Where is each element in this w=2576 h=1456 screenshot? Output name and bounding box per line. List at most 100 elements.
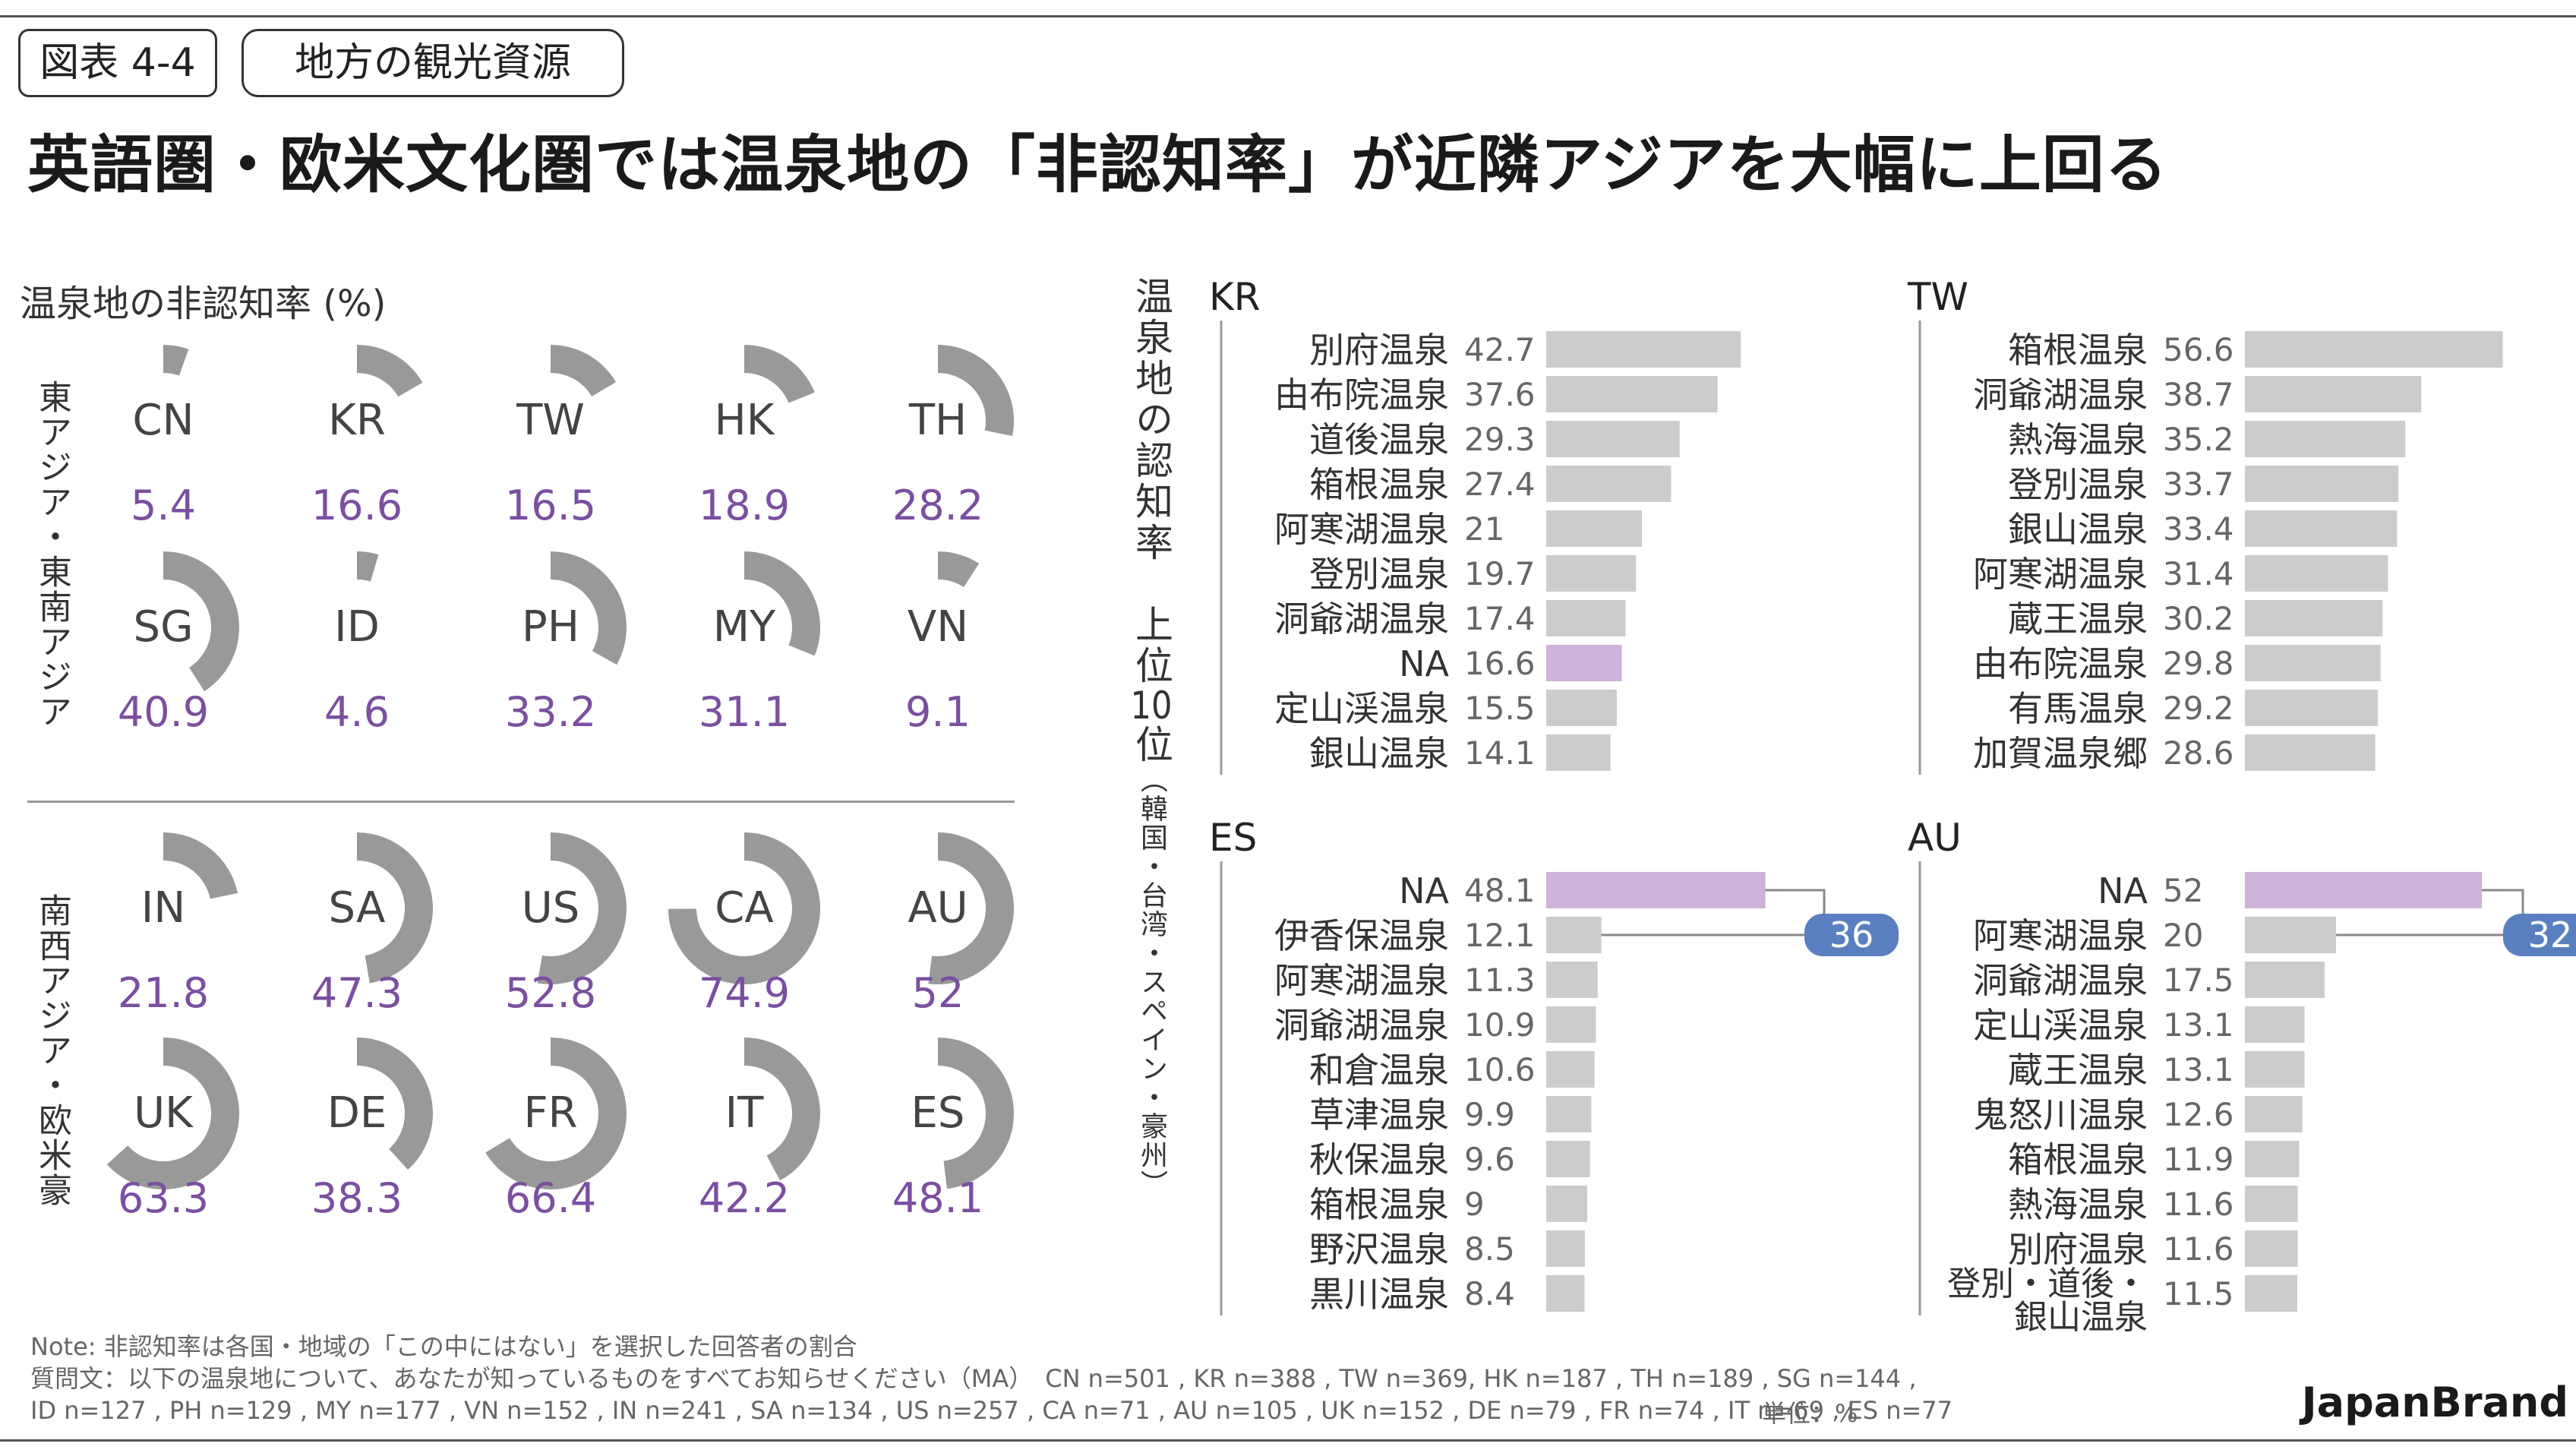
donut-chart-grid: CN 5.4 KR 16.6 TW 16.5 HK 18.9 TH 28.2 SG 40.9 ID 4.6… <box>106 345 1015 1222</box>
donut-it: IT 42.2 <box>699 1038 820 1222</box>
bar-category-label: 秋保温泉 <box>1309 1139 1449 1180</box>
bar-value-label: 11.3 <box>1464 962 1536 999</box>
donut-value-it: 42.2 <box>699 1174 790 1222</box>
bar-chart-title-es: ES <box>1209 816 1257 860</box>
bar <box>1546 1230 1585 1267</box>
bar <box>1546 1275 1585 1312</box>
callout-bracket <box>2482 889 2524 914</box>
bar <box>1546 510 1642 547</box>
donut-value-my: 31.1 <box>699 688 790 736</box>
bar <box>1546 917 1602 953</box>
bar-category-label: 箱根温泉 <box>2008 330 2148 371</box>
donut-value-ca: 74.9 <box>699 969 790 1017</box>
bar-value-label: 8.4 <box>1464 1275 1515 1312</box>
bar <box>2245 510 2398 547</box>
bar <box>2245 962 2325 998</box>
bar-chart-es: ES NA 48.1 伊香保温泉 12.1 阿寒湖温泉 11.3 洞爺湖温泉 10.9 和倉温泉 1… <box>1209 816 1899 1315</box>
bar-value-label: 19.7 <box>1464 555 1536 592</box>
bar-value-label: 8.5 <box>1464 1230 1515 1268</box>
bar <box>2245 1275 2297 1312</box>
bar-category-label: 洞爺湖温泉 <box>1274 599 1449 640</box>
donut-label-it: IT <box>725 1088 765 1138</box>
donut-arc-ph <box>551 551 627 665</box>
bar <box>2245 1006 2305 1043</box>
bar-category-label: 道後温泉 <box>1309 419 1449 460</box>
bar-value-label: 17.4 <box>1464 600 1536 637</box>
bar-charts-title-text: 温泉地の認知率 上位 <box>1129 276 1173 687</box>
bar-category-label: 鬼怒川温泉 <box>1973 1094 2148 1135</box>
bar-category-label: 加賀温泉郷 <box>1973 733 2148 774</box>
bar <box>1546 1051 1595 1088</box>
donut-value-vn: 9.1 <box>905 688 971 736</box>
bar-charts-regions-note: （韓国・台湾・スペイン・豪州） <box>1136 766 1167 1199</box>
bar-chart-au: AU NA 52 阿寒湖温泉 20 洞爺湖温泉 17.5 定山渓温泉 13.1 蔵王温泉 13.1 鬼… <box>1908 816 2576 1337</box>
bar-category-label: NA <box>2098 870 2148 911</box>
bar-value-label: 11.6 <box>2163 1230 2234 1268</box>
page-title: 英語圏・欧米文化圏では温泉地の「非認知率」が近隣アジアを大幅に上回る <box>27 129 2168 201</box>
bar <box>2245 734 2376 771</box>
donut-chart-subtitle: 温泉地の非認知率 (%) <box>20 283 387 325</box>
bar-charts-panel: KR 別府温泉 42.7 由布院温泉 37.6 道後温泉 29.3 箱根温泉 27.4 阿寒湖温泉… <box>1209 275 2576 1337</box>
donut-arc-kr <box>357 345 423 397</box>
bar <box>2245 917 2336 953</box>
donut-de: DE 38.3 <box>311 1038 433 1222</box>
donut-value-es: 48.1 <box>892 1174 983 1222</box>
top-rule <box>0 15 2576 17</box>
donut-label-uk: UK <box>134 1088 194 1138</box>
bar-category-label: 箱根温泉 <box>2008 1139 2148 1180</box>
footer-samples: ID n=127 , PH n=129 , MY n=177 , VN n=15… <box>30 1396 1953 1425</box>
bar-category-label: 登別温泉 <box>2008 464 2148 505</box>
bar-highlight-na <box>2245 872 2482 908</box>
bar <box>2245 1096 2303 1132</box>
donut-label-us: US <box>522 883 580 933</box>
bar-value-label: 48.1 <box>1464 872 1536 909</box>
bar <box>2245 1230 2298 1267</box>
bar-value-label: 16.6 <box>1464 645 1536 682</box>
bar-category-label: 伊香保温泉 <box>1274 915 1449 956</box>
bar <box>2245 1186 2298 1222</box>
donut-arc-my <box>744 551 820 656</box>
donut-label-kr: KR <box>328 396 386 445</box>
bar-value-label: 14.1 <box>1464 734 1536 772</box>
donut-value-fr: 66.4 <box>505 1174 596 1222</box>
bar-value-label: 33.4 <box>2163 510 2234 548</box>
bar-value-label: 13.1 <box>2163 1051 2234 1088</box>
bar-category-label: 定山渓温泉 <box>1973 1005 2148 1046</box>
bar <box>2245 331 2503 368</box>
bar-value-label: 35.2 <box>2163 421 2234 458</box>
brand-logo: JapanBrand <box>2301 1379 2568 1426</box>
bar-value-label: 56.6 <box>2163 331 2234 368</box>
bar-value-label: 52 <box>2163 872 2203 909</box>
donut-kr: KR 16.6 <box>311 345 423 529</box>
bottom-rule <box>0 1439 2576 1442</box>
bar-category-label: 洞爺湖温泉 <box>1973 960 2148 1001</box>
donut-label-cn: CN <box>133 396 194 445</box>
bar-category-label: 阿寒湖温泉 <box>1973 554 2148 595</box>
donut-label-sg: SG <box>134 602 194 652</box>
bar-value-label: 29.3 <box>1464 421 1536 458</box>
donut-label-de: DE <box>327 1088 387 1138</box>
bar <box>2245 376 2422 412</box>
bar-category-label: 洞爺湖温泉 <box>1973 374 2148 415</box>
donut-arc-sa <box>357 832 433 984</box>
bar-category-label: 別府温泉 <box>1309 330 1449 371</box>
callout-badge <box>2503 914 2576 956</box>
donut-label-vn: VN <box>908 602 968 652</box>
bar-category-label: 和倉温泉 <box>1309 1050 1449 1091</box>
bar <box>1546 1006 1596 1043</box>
bar-category-label: NA <box>1399 870 1449 911</box>
bar-category-label: 熱海温泉 <box>2008 419 2148 460</box>
bar-value-label: 42.7 <box>1464 331 1536 368</box>
donut-label-es: ES <box>911 1088 965 1138</box>
donut-value-de: 38.3 <box>311 1174 402 1222</box>
donut-arc-es <box>938 1038 1014 1189</box>
donut-arc-sg <box>163 551 239 692</box>
bar-category-label: 蔵王温泉 <box>2008 599 2148 640</box>
bar-value-label: 9.9 <box>1464 1096 1515 1133</box>
donut-value-in: 21.8 <box>118 969 209 1017</box>
footer-note: Note: 非認知率は各国・地域の「この中にはない」を選択した回答者の割合 <box>30 1332 857 1361</box>
bar-category-label: 阿寒湖温泉 <box>1274 509 1449 550</box>
bar-value-label: 10.9 <box>1464 1006 1536 1044</box>
bar <box>2245 466 2399 502</box>
donut-arc-id <box>357 551 379 582</box>
